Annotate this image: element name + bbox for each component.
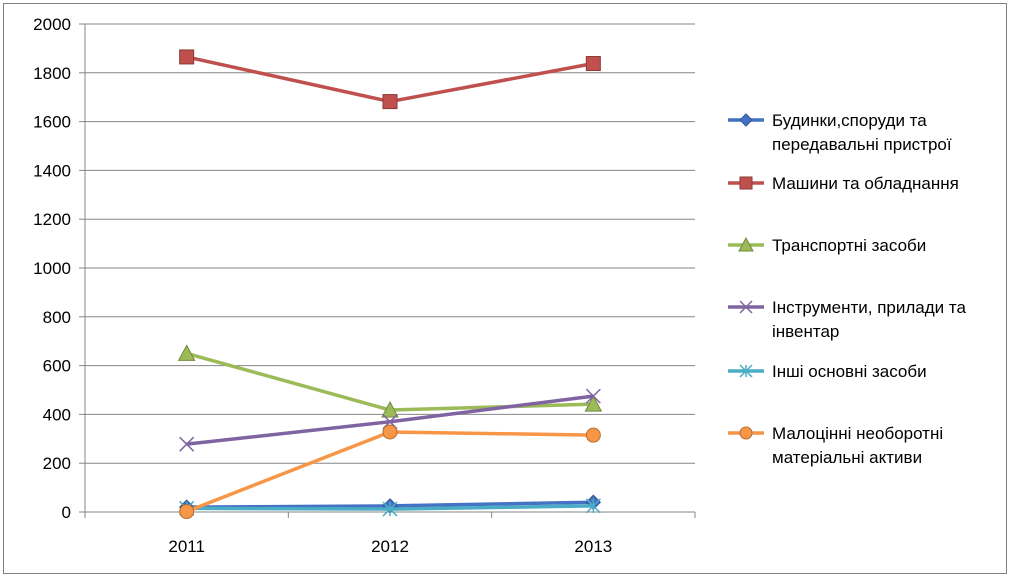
y-tick-label: 1400 <box>33 161 71 180</box>
y-tick-label: 1000 <box>33 259 71 278</box>
legend-marker <box>739 426 753 440</box>
data-point <box>382 424 398 440</box>
legend-label: Будинки,споруди та <box>772 111 927 130</box>
legend-label: Інструменти, прилади та <box>772 298 966 317</box>
series-1 <box>179 49 601 110</box>
data-point <box>177 344 196 361</box>
data-point <box>382 501 398 517</box>
legend-marker <box>739 300 753 314</box>
y-tick-label: 1200 <box>33 210 71 229</box>
y-tick-label: 1800 <box>33 64 71 83</box>
legend-entry: Інструменти, прилади та інвентар <box>728 298 966 341</box>
data-point <box>584 395 603 412</box>
data-point <box>382 94 398 110</box>
legend-label: матеріальні активи <box>772 448 922 467</box>
data-point <box>381 400 399 418</box>
y-tick-label: 2000 <box>33 15 71 34</box>
legend-label: Малоцінні необоротні <box>772 424 943 443</box>
series-2 <box>177 344 603 418</box>
legend-entry: Малоцінні необоротні матеріальні активи <box>728 424 943 467</box>
y-tick-label: 200 <box>43 454 71 473</box>
legend-marker <box>739 113 753 127</box>
legend-entry: Інші основні засоби <box>728 362 927 381</box>
data-point <box>179 436 195 452</box>
legend-label: Інші основні засоби <box>772 362 927 381</box>
y-tick-label: 400 <box>43 405 71 424</box>
data-point <box>585 388 601 404</box>
legend-marker <box>739 364 753 378</box>
x-tick-label: 2012 <box>371 537 409 556</box>
legend-entry: Транспортні засоби <box>728 236 926 255</box>
y-axis-ticks: 0 200 400 600 800 1000 1200 1400 1600 1800 2000 <box>33 15 85 522</box>
legend-label: інвентар <box>772 322 839 341</box>
y-tick-label: 1600 <box>33 113 71 132</box>
y-tick-label: 600 <box>43 357 71 376</box>
legend-label: передавальні пристрої <box>772 135 952 154</box>
data-point <box>585 56 601 72</box>
data-point <box>585 427 601 443</box>
legend-label: Транспортні засоби <box>772 236 926 255</box>
series-3 <box>179 388 601 452</box>
x-axis-ticks: 2011 2012 2013 <box>84 512 696 556</box>
legend-entry: Будинки,споруди та передавальні пристрої <box>728 111 952 154</box>
legend-entry: Машини та обладнання <box>728 174 959 193</box>
gridlines <box>85 23 695 464</box>
data-point <box>179 504 195 520</box>
data-point <box>179 49 195 65</box>
legend: Будинки,споруди та передавальні пристрої М… <box>728 111 966 467</box>
series-5 <box>179 424 601 520</box>
legend-marker <box>738 236 754 252</box>
legend-marker <box>739 176 753 190</box>
y-tick-label: 800 <box>43 308 71 327</box>
chart-frame <box>3 3 1007 574</box>
legend-label: Машини та обладнання <box>772 174 959 193</box>
data-point <box>585 498 601 514</box>
x-tick-label: 2011 <box>168 537 205 556</box>
x-tick-label: 2013 <box>574 537 612 556</box>
y-tick-label: 0 <box>62 503 71 522</box>
series-lines <box>177 49 603 520</box>
